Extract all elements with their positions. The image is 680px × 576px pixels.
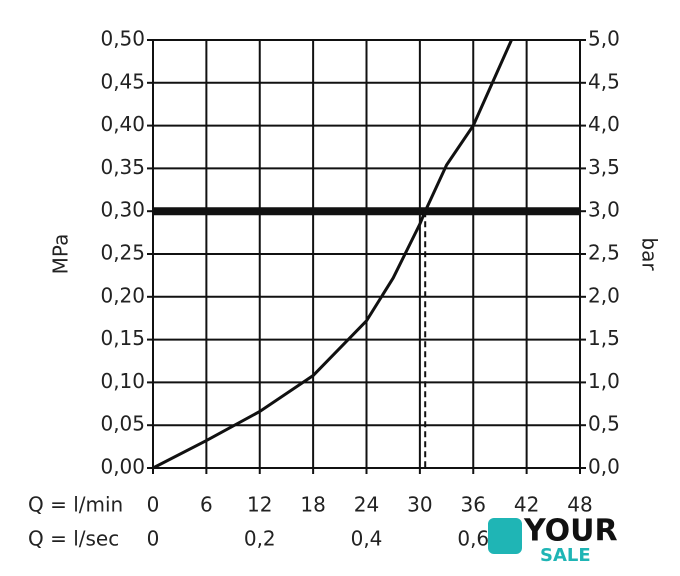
y2-tick-label: 4,0 — [588, 112, 620, 136]
y2-tick-label: 0,5 — [588, 412, 620, 436]
x-tick-label: 0 — [147, 493, 160, 517]
y-tick-label: 0,35 — [100, 155, 145, 179]
y2-tick-label: 3,5 — [588, 155, 620, 179]
x-tick-label: 12 — [247, 493, 272, 517]
x2-tick-label: 0,6 — [457, 527, 489, 551]
y2-axis-label: bar — [638, 237, 662, 271]
y2-tick-label: 0,0 — [588, 455, 620, 479]
y-tick-label: 0,30 — [100, 198, 145, 222]
x2-tick-label: 0 — [147, 527, 160, 551]
watermark: YOUR SALE — [488, 514, 618, 566]
x-tick-label: 30 — [407, 493, 432, 517]
y-tick-label: 0,45 — [100, 69, 145, 93]
y2-tick-label: 2,5 — [588, 241, 620, 265]
data-line — [152, 39, 513, 470]
x2-axis-label: Q = l/sec — [28, 527, 119, 551]
y2-tick-label: 1,5 — [588, 326, 620, 350]
y2-tick-label: 1,0 — [588, 369, 620, 393]
watermark-text: YOUR — [523, 514, 618, 549]
y2-tick-label: 5,0 — [588, 27, 620, 51]
y-tick-label: 0,05 — [100, 412, 145, 436]
y2-tick-label: 2,0 — [588, 283, 620, 307]
y2-tick-label: 4,5 — [588, 69, 620, 93]
x-axis-label: Q = l/min — [28, 493, 123, 517]
x2-tick-label: 0,2 — [244, 527, 276, 551]
watermark-text: SALE — [540, 545, 591, 566]
x-tick-label: 24 — [354, 493, 379, 517]
x-tick-label: 48 — [567, 493, 592, 517]
y-tick-label: 0,10 — [100, 369, 145, 393]
x-tick-label: 42 — [514, 493, 539, 517]
y-tick-label: 0,40 — [100, 112, 145, 136]
y-tick-label: 0,15 — [100, 326, 145, 350]
y-tick-label: 0,00 — [100, 455, 145, 479]
y-tick-label: 0,50 — [100, 27, 145, 51]
y2-tick-label: 3,0 — [588, 198, 620, 222]
x-tick-label: 36 — [461, 493, 486, 517]
x2-tick-label: 0,4 — [351, 527, 383, 551]
x-tick-label: 18 — [300, 493, 325, 517]
x-tick-label: 6 — [200, 493, 213, 517]
y-tick-label: 0,20 — [100, 283, 145, 307]
y-tick-label: 0,25 — [100, 241, 145, 265]
y-axis-label: MPa — [49, 234, 73, 275]
watermark-icon — [488, 518, 522, 554]
